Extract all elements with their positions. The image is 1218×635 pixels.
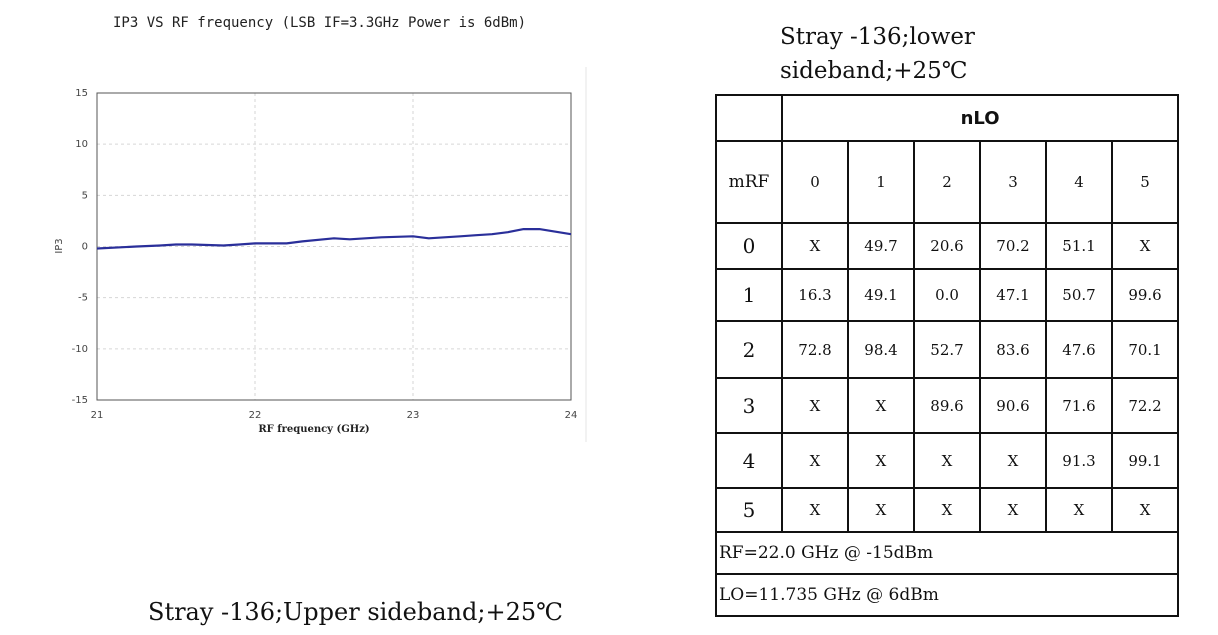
x-tick-label: 23 — [407, 410, 420, 421]
y-tick-label: -5 — [78, 293, 88, 304]
table-cell: 71.6 — [1045, 377, 1113, 434]
table-note-row: LO=11.735 GHz @ 6dBm — [714, 573, 1180, 617]
table-cell: 49.7 — [847, 222, 915, 270]
table-row: 0 X 49.7 20.6 70.2 51.1 X — [715, 222, 1180, 270]
series-line — [96, 228, 572, 250]
table-corner-cell — [715, 94, 783, 142]
mrf-row-header: 1 — [715, 268, 783, 322]
table-cell: 49.1 — [847, 268, 915, 322]
chart-caption: Stray -136;Upper sideband;+25℃ — [148, 598, 563, 626]
y-tick-label: 0 — [82, 242, 88, 253]
mrf-header: mRF — [715, 140, 783, 224]
mrf-row-header: 2 — [715, 320, 783, 379]
table-cell: X — [847, 377, 915, 434]
nlo-column-header: 2 — [913, 140, 981, 224]
table-cell: 99.1 — [1110, 432, 1180, 489]
table-cell: 0.0 — [913, 268, 981, 322]
table-cell: 90.6 — [979, 377, 1047, 434]
table-row: 3 X X 89.6 90.6 71.6 72.2 — [715, 377, 1180, 434]
table-cell: X — [781, 222, 849, 270]
x-axis-label: RF frequency (GHz) — [258, 424, 369, 435]
table-cell: 51.1 — [1045, 222, 1113, 270]
table-cell: 16.3 — [781, 268, 849, 322]
table-header-row: nLO — [715, 94, 1180, 142]
y-tick-label: -10 — [72, 344, 88, 355]
y-tick-label: -15 — [72, 395, 88, 406]
table-cell: X — [781, 432, 849, 489]
table-cell: X — [1110, 487, 1180, 533]
table-cell: 91.3 — [1045, 432, 1113, 489]
y-tick-label: 5 — [82, 190, 88, 201]
plot-frame — [96, 92, 572, 401]
table-row: 2 72.8 98.4 52.7 83.6 47.6 70.1 — [715, 320, 1180, 379]
table-cell: X — [1045, 487, 1113, 533]
y-tick-label: 15 — [75, 88, 88, 99]
mrf-row-header: 5 — [715, 487, 783, 533]
table-cell: 52.7 — [913, 320, 981, 379]
y-axis-label: IP3 — [54, 238, 65, 253]
table-cell: 47.1 — [979, 268, 1047, 322]
nlo-column-header: 3 — [979, 140, 1047, 224]
table-column-row: mRF 0 1 2 3 4 5 — [715, 140, 1180, 224]
x-tick-label: 21 — [91, 410, 104, 421]
table-cell: X — [781, 487, 849, 533]
y-tick-label: 10 — [75, 139, 88, 150]
mrf-row-header: 0 — [715, 222, 783, 270]
table-row: 1 16.3 49.1 0.0 47.1 50.7 99.6 — [715, 268, 1180, 322]
chart-title: IP3 VS RF frequency (LSB IF=3.3GHz Power… — [113, 15, 527, 31]
chart-grid — [97, 93, 571, 400]
table-cell: X — [979, 487, 1047, 533]
table-cell: 72.2 — [1110, 377, 1180, 434]
table-cell: X — [847, 432, 915, 489]
table-cell: 89.6 — [913, 377, 981, 434]
ip3-line-chart: 15 10 5 0 -5 -10 -15 21 22 23 24 IP3 RF frequency… — [54, 67, 587, 442]
table-cell: 72.8 — [781, 320, 849, 379]
x-tick-label: 24 — [565, 410, 578, 421]
table-cell: 20.6 — [913, 222, 981, 270]
mrf-row-header: 3 — [715, 377, 783, 434]
table-cell: X — [913, 487, 981, 533]
table-cell: 99.6 — [1110, 268, 1180, 322]
x-tick-label: 22 — [249, 410, 262, 421]
lo-note: LO=11.735 GHz @ 6dBm — [714, 573, 1180, 617]
rf-note: RF=22.0 GHz @ -15dBm — [714, 531, 1180, 575]
nlo-column-header: 5 — [1110, 140, 1180, 224]
x-tick-labels: 21 22 23 24 — [91, 410, 578, 421]
nlo-column-header: 1 — [847, 140, 915, 224]
table-cell: X — [847, 487, 915, 533]
table-cell: 50.7 — [1045, 268, 1113, 322]
ip3-series — [96, 228, 572, 250]
table-row: 4 X X X X 91.3 99.1 — [715, 432, 1180, 489]
spur-table: nLO mRF 0 1 2 3 4 5 0 X 49.7 20.6 70.2 51.1 X 1 16.3 49.1… — [714, 94, 1180, 617]
table-cell: 83.6 — [979, 320, 1047, 379]
table-cell: X — [781, 377, 849, 434]
nlo-column-header: 0 — [781, 140, 849, 224]
mrf-row-header: 4 — [715, 432, 783, 489]
table-cell: X — [913, 432, 981, 489]
table-note-row: RF=22.0 GHz @ -15dBm — [714, 531, 1180, 575]
table-title: Stray -136;lower sideband;+25℃ — [780, 24, 975, 84]
table-cell: 98.4 — [847, 320, 915, 379]
table-cell: X — [979, 432, 1047, 489]
y-tick-labels: 15 10 5 0 -5 -10 -15 — [72, 88, 88, 406]
table-cell: 70.2 — [979, 222, 1047, 270]
table-cell: 70.1 — [1110, 320, 1180, 379]
table-cell: X — [1110, 222, 1180, 270]
nlo-header: nLO — [780, 94, 1180, 142]
nlo-column-header: 4 — [1045, 140, 1113, 224]
table-cell: 47.6 — [1045, 320, 1113, 379]
